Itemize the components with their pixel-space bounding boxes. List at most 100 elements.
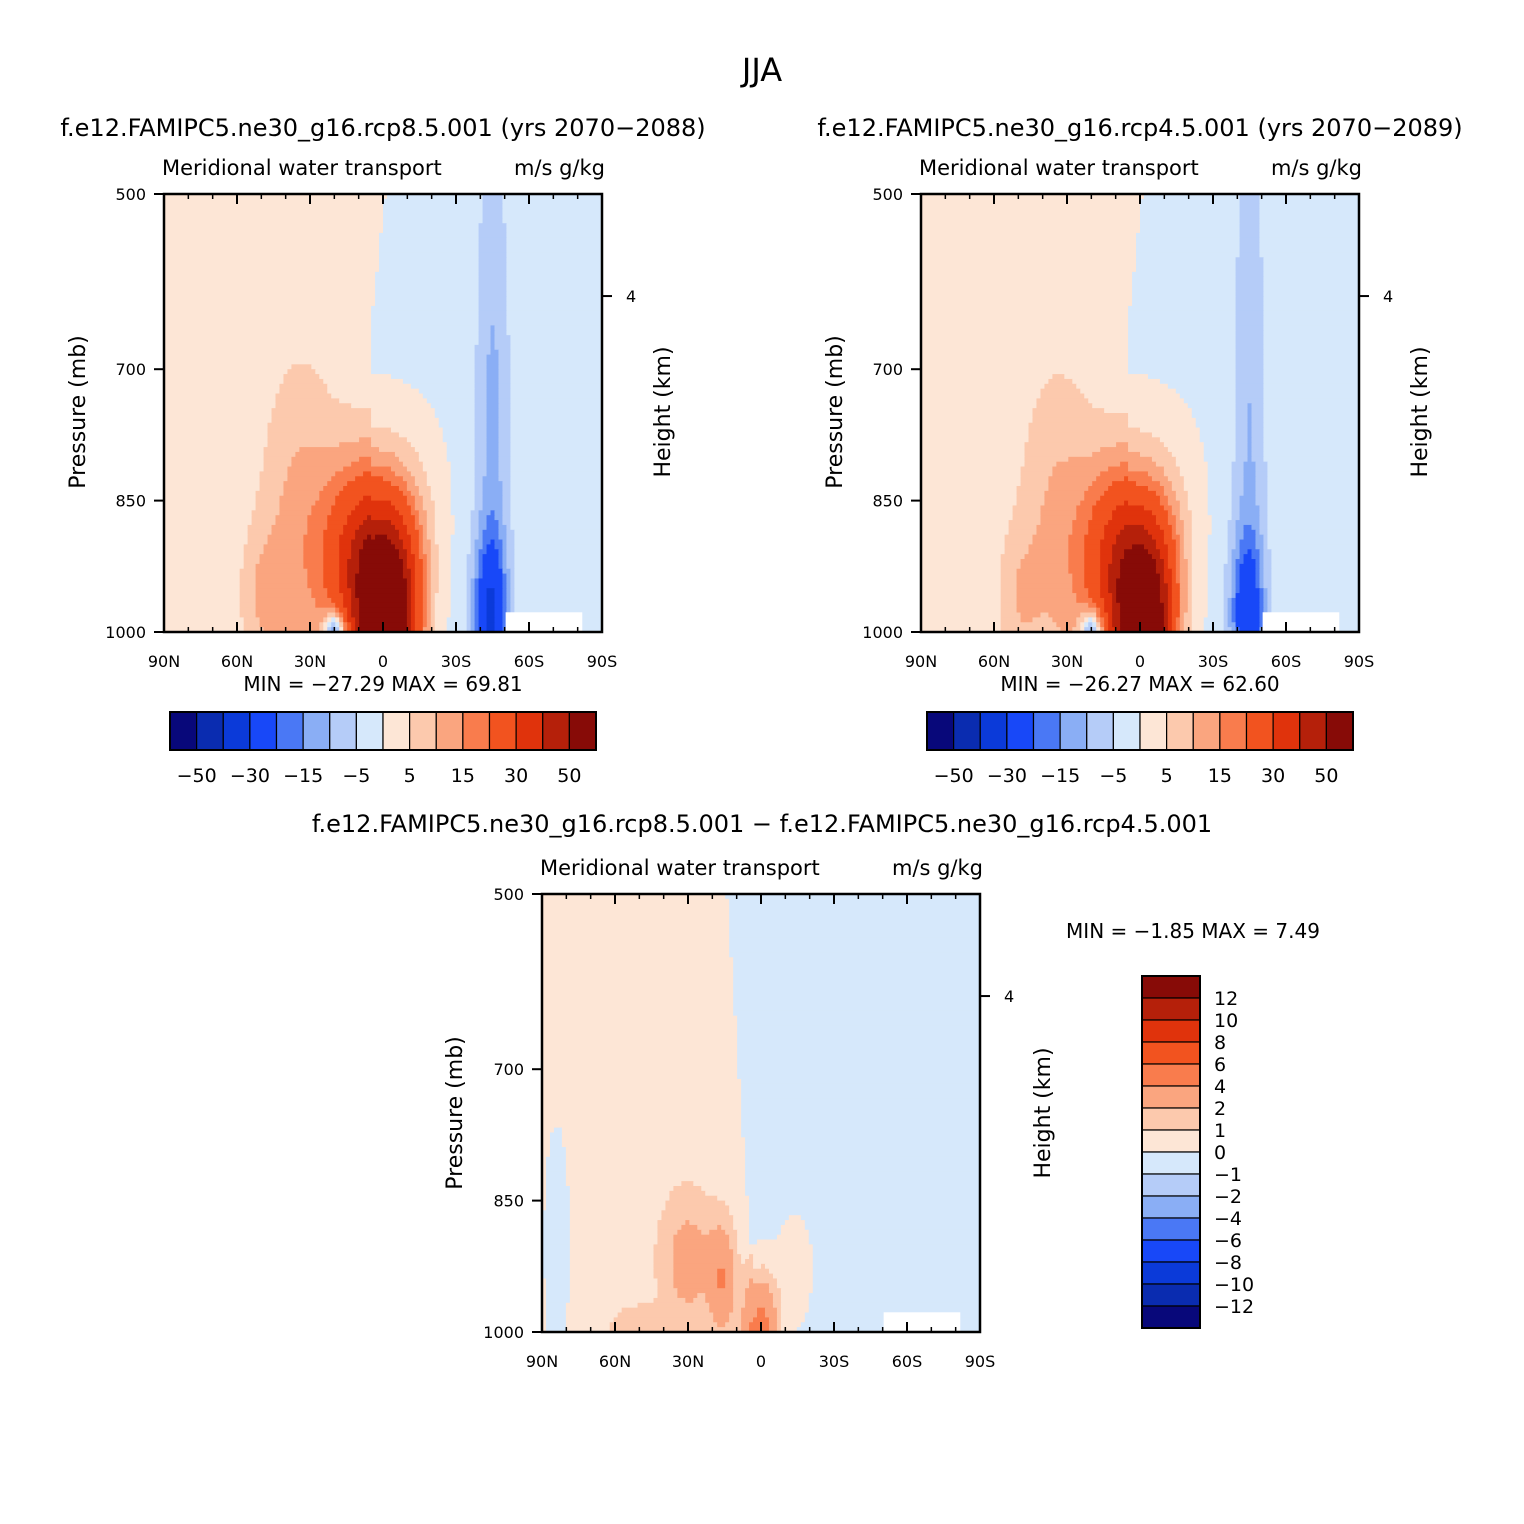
colorbar-label: −15 (283, 765, 323, 787)
colorbar-swatch (1166, 711, 1194, 751)
colorbar-swatch (249, 711, 278, 751)
y2-tick-label: 4 (626, 287, 636, 306)
colorbar-swatch (1139, 711, 1168, 751)
y-tick-label: 850 (493, 1192, 524, 1211)
colorbar-swatch (1141, 1063, 1201, 1087)
colorbar-swatch (1141, 1041, 1201, 1065)
colorbar-swatch (1325, 711, 1354, 751)
x-tick-label: 60N (221, 652, 253, 671)
panel-rcp85: f.e12.FAMIPC5.ne30_g16.rcp8.5.001 (yrs 2… (60, 114, 705, 787)
colorbar-label: 6 (1214, 1054, 1226, 1076)
colorbar-swatch (1219, 711, 1248, 751)
min-max-stats: MIN = −1.85 MAX = 7.49 (1066, 919, 1320, 943)
colorbar-label: 10 (1214, 1010, 1238, 1032)
x-tick-label: 30N (1051, 652, 1083, 671)
difference-title: f.e12.FAMIPC5.ne30_g16.rcp8.5.001 − f.e1… (312, 810, 1212, 838)
y-tick-label: 1000 (105, 623, 146, 642)
colorbar-swatch (542, 711, 570, 751)
colorbar-swatch (1141, 1151, 1201, 1175)
colorbar-label: 2 (1214, 1098, 1226, 1120)
colorbar-swatch (1141, 997, 1201, 1021)
colorbar-frame (169, 711, 597, 751)
contour-cells (164, 194, 603, 633)
missing-data-mask (505, 612, 583, 632)
colorbar-swatch (488, 711, 517, 751)
colorbar-swatch (169, 711, 198, 751)
colorbar-label: 4 (1214, 1076, 1226, 1098)
colorbar-label: −30 (987, 765, 1027, 787)
colorbar-swatch (1141, 975, 1201, 999)
x-tick-label: 30S (1198, 652, 1229, 671)
colorbar-swatch (1141, 1239, 1201, 1263)
units-subtitle: m/s g/kg (892, 856, 983, 880)
colorbar-label: 8 (1214, 1032, 1226, 1054)
y-tick-label: 500 (872, 185, 903, 204)
y2-axis-label: Height (km) (651, 346, 676, 477)
figure-title: JJA (740, 51, 782, 89)
colorbar-swatch (953, 711, 981, 751)
panel-title: f.e12.FAMIPC5.ne30_g16.rcp4.5.001 (yrs 2… (817, 114, 1462, 142)
units-subtitle: m/s g/kg (514, 156, 605, 180)
x-tick-label: 60N (978, 652, 1010, 671)
y-axis-label: Pressure (mb) (823, 335, 848, 489)
y-tick-label: 500 (493, 885, 524, 904)
missing-data-mask (883, 1312, 961, 1332)
missing-data-mask (1262, 612, 1340, 632)
colorbar-swatch (196, 711, 224, 751)
colorbar-label: 0 (1214, 1142, 1226, 1164)
x-tick-label: 60S (892, 1352, 923, 1371)
colorbar-swatch (1059, 711, 1088, 751)
colorbar-swatch (1141, 1173, 1201, 1197)
colorbar-label: 50 (1314, 765, 1338, 787)
colorbar-swatch (1006, 711, 1035, 751)
contour-plot: 90N 60N 30N 0 30S 60S 90S 500 700 850 1000 4 (483, 885, 1014, 1371)
colorbar-swatch (1141, 1305, 1201, 1329)
colorbar-label: −50 (934, 765, 974, 787)
colorbar-label: 15 (451, 765, 475, 787)
colorbar-label: −30 (230, 765, 270, 787)
colorbar-swatch (382, 711, 411, 751)
x-tick-label: 90N (526, 1352, 558, 1371)
x-tick-label: 30N (672, 1352, 704, 1371)
colorbar-swatch (1141, 1283, 1201, 1307)
x-tick-label: 0 (378, 652, 388, 671)
y2-tick-label: 4 (1004, 987, 1014, 1006)
colorbar-swatch (1141, 1019, 1201, 1043)
x-tick-label: 90S (587, 652, 618, 671)
colorbar-label: −5 (1099, 765, 1127, 787)
y-tick-label: 1000 (483, 1323, 524, 1342)
colorbar-label: 5 (1161, 765, 1173, 787)
x-tick-label: 60N (599, 1352, 631, 1371)
x-tick-label: 0 (1135, 652, 1145, 671)
x-tick-label: 30N (294, 652, 326, 671)
contour-cells (921, 194, 1360, 633)
colorbar-label: 12 (1214, 988, 1238, 1010)
colorbar-swatch (435, 711, 464, 751)
min-max-stats: MIN = −27.29 MAX = 69.81 (243, 672, 522, 696)
colorbar-label: −10 (1214, 1274, 1254, 1296)
colorbar-swatch (222, 711, 251, 751)
y-tick-label: 850 (115, 492, 146, 511)
panel-rcp45: f.e12.FAMIPC5.ne30_g16.rcp4.5.001 (yrs 2… (817, 114, 1462, 787)
y2-tick-label: 4 (1383, 287, 1393, 306)
colorbar-swatch (1112, 711, 1141, 751)
x-tick-label: 30S (819, 1352, 850, 1371)
colorbar-label: 15 (1208, 765, 1232, 787)
contour-plot: 90N 60N 30N 0 30S 60S 90S 500 700 850 1000 4 (862, 185, 1393, 671)
x-tick-label: 60S (1271, 652, 1302, 671)
colorbar-label: −6 (1214, 1230, 1242, 1252)
colorbar-label: −5 (342, 765, 370, 787)
contour-cells (542, 894, 981, 1333)
colorbar-label: 5 (404, 765, 416, 787)
colorbar-swatch (1141, 1217, 1201, 1241)
colorbar-swatch (1141, 1085, 1201, 1109)
colorbar-swatch (1141, 1195, 1201, 1219)
colorbar-label: −15 (1040, 765, 1080, 787)
colorbar-label: −12 (1214, 1296, 1254, 1318)
y-tick-label: 700 (872, 360, 903, 379)
y-tick-label: 1000 (862, 623, 903, 642)
x-tick-label: 90S (1344, 652, 1375, 671)
y2-axis-label: Height (km) (1408, 346, 1433, 477)
y-axis-label: Pressure (mb) (66, 335, 91, 489)
y-axis-label: Pressure (mb) (443, 1036, 468, 1190)
